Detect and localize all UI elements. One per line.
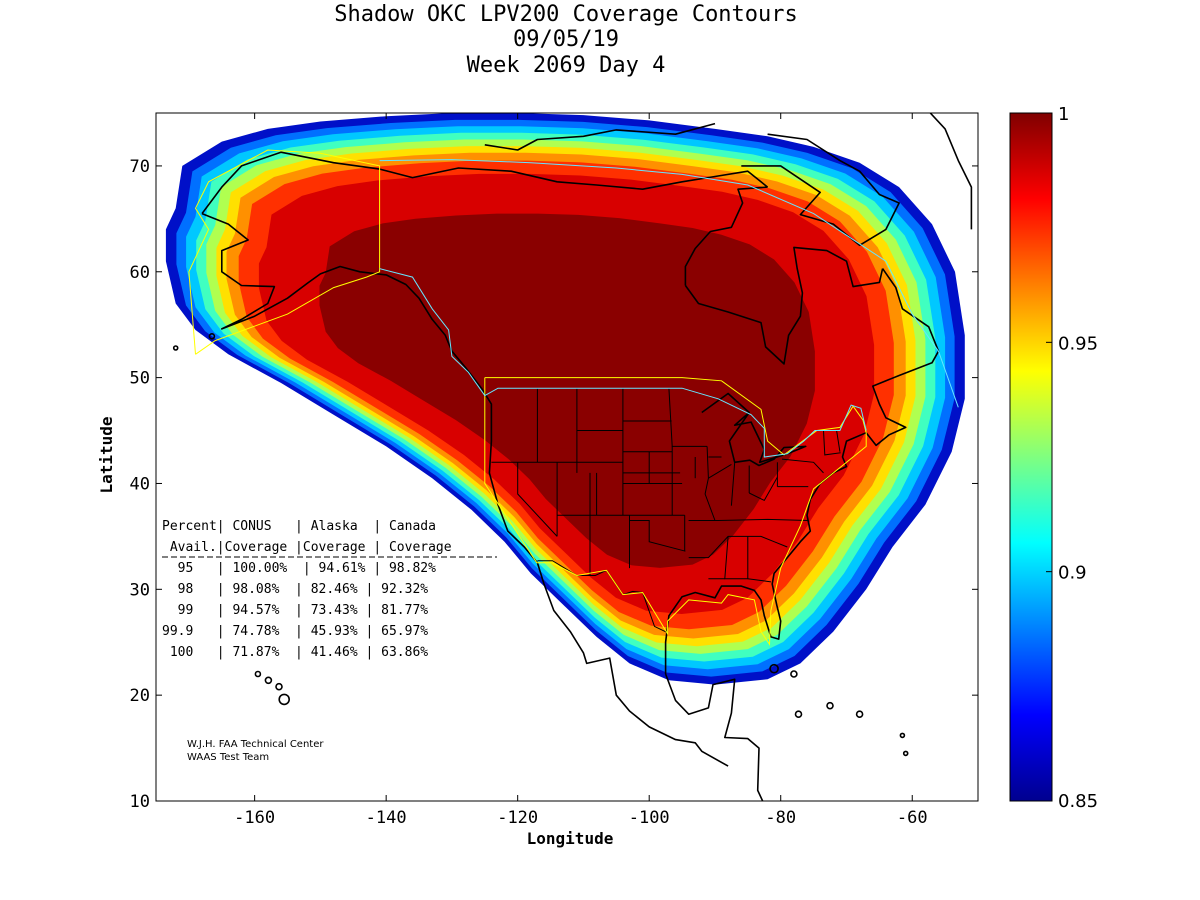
table-row: 100 | 71.87% | 41.46% | 63.86% <box>162 645 428 660</box>
colorbar-ticks: 0.85 0.9 0.95 1 <box>1046 104 1098 812</box>
coastline-5 <box>684 186 768 286</box>
coastline-2 <box>664 268 940 674</box>
credit-line-1: W.J.H. FAA Technical Center <box>187 739 324 750</box>
coastline-6 <box>701 392 807 467</box>
state-line-23 <box>730 462 736 506</box>
colorbar-tick-label-2: 0.95 <box>1058 333 1098 354</box>
island-outline-10 <box>769 663 779 674</box>
table-row: 95 | 100.00% | 94.61% | 98.82% <box>162 561 436 576</box>
y-axis-label: Latitude <box>97 416 116 493</box>
canada-region-boundary-0 <box>379 159 959 408</box>
coverage-table: Percent| CONUS | Alaska | Canada Avail.|… <box>162 519 497 660</box>
colorbar-gradient <box>1009 112 1053 802</box>
region-boundaries <box>188 149 959 646</box>
island-outline-0 <box>278 693 291 706</box>
table-row: 99.9 | 74.78% | 45.93% | 65.97% <box>162 624 428 639</box>
figure-title: Shadow OKC LPV200 Coverage Contours 09/0… <box>334 2 798 78</box>
island-outline-3 <box>254 670 262 678</box>
conus-region-boundary-1 <box>188 149 381 355</box>
coastline-4 <box>684 246 884 365</box>
island-outline-8 <box>826 701 834 710</box>
canada-region-boundary-1 <box>379 268 867 458</box>
colorbar-tick-label-1: 0.9 <box>1058 563 1087 584</box>
y-tick-label-3: 40 <box>130 474 150 494</box>
x-tick-label-1: -140 <box>366 808 407 828</box>
state-line-5 <box>517 462 558 537</box>
plot-frame <box>155 112 979 802</box>
title-line-3: Week 2069 Day 4 <box>467 53 666 78</box>
coastline-1 <box>201 212 729 767</box>
table-row: 99 | 94.57% | 73.43% | 81.77% <box>162 603 428 618</box>
y-tick-label-5: 60 <box>130 263 150 283</box>
x-axis-label: Longitude <box>527 829 614 848</box>
colorbar-tick-label-0: 0.85 <box>1058 791 1098 812</box>
table-header-row: Avail.|Coverage |Coverage | Coverage <box>162 540 452 555</box>
x-tick-label-5: -60 <box>897 808 928 828</box>
island-outline-11 <box>790 670 798 678</box>
x-tick-label-4: -80 <box>765 808 796 828</box>
state-line-16 <box>629 520 686 552</box>
x-tick-label-2: -120 <box>497 808 538 828</box>
island-outline-12 <box>902 750 909 757</box>
colorbar: 0.85 0.9 0.95 1 <box>1009 104 1098 812</box>
coastline-0 <box>201 151 769 215</box>
y-tick-label-1: 20 <box>130 686 150 706</box>
island-outline-9 <box>794 710 803 719</box>
coastline-3 <box>664 673 764 801</box>
title-line-1: Shadow OKC LPV200 Coverage Contours <box>334 2 798 27</box>
state-line-21 <box>724 536 749 580</box>
island-outline-5 <box>172 345 179 351</box>
y-tick-label-2: 30 <box>130 580 150 600</box>
title-line-2: 09/05/19 <box>513 27 619 52</box>
state-line-19 <box>704 446 716 521</box>
island-outline-6 <box>147 357 151 361</box>
axis-ticks: -160 -140 -120 -100 -80 -60 10 20 30 40 50 60 70 <box>130 113 978 828</box>
island-outline-1 <box>275 682 283 691</box>
island-outline-7 <box>855 710 864 719</box>
y-tick-label-6: 70 <box>130 157 150 177</box>
state-line-33 <box>823 430 841 456</box>
y-tick-label-4: 50 <box>130 369 150 389</box>
table-row: 98 | 98.08% | 82.46% | 92.32% <box>162 582 428 597</box>
state-line-26 <box>708 463 732 479</box>
x-tick-label-3: -100 <box>629 808 670 828</box>
state-line-29 <box>760 535 788 548</box>
coastline-9 <box>929 113 973 230</box>
x-tick-label-0: -160 <box>234 808 275 828</box>
conus-region-boundary-0 <box>484 377 867 646</box>
island-outline-4 <box>208 332 216 340</box>
y-tick-label-0: 10 <box>130 792 150 812</box>
coastlines <box>147 113 973 801</box>
state-line-28 <box>748 476 778 502</box>
table-header-row: Percent| CONUS | Alaska | Canada <box>162 519 436 534</box>
island-outline-13 <box>899 732 906 739</box>
colorbar-tick-label-3: 1 <box>1058 104 1069 125</box>
island-outline-2 <box>264 676 273 685</box>
coastline-7 <box>741 133 900 247</box>
state-line-34 <box>836 430 841 452</box>
map-plot-area: -160 -140 -120 -100 -80 -60 10 20 30 40 50 60 70 <box>130 112 979 828</box>
coastline-8 <box>484 122 716 151</box>
coverage-zone-1 <box>319 213 815 568</box>
state-line-30 <box>747 578 771 583</box>
state-line-32 <box>781 458 824 474</box>
credit-line-2: WAAS Test Team <box>187 752 269 763</box>
